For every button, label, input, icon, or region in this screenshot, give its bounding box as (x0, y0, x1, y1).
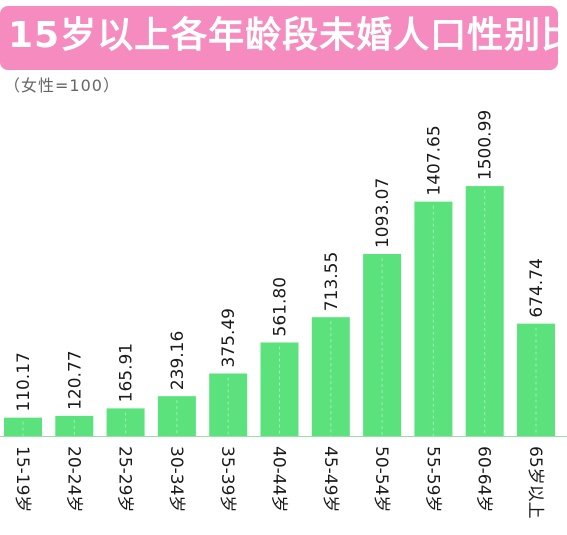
bar-15-19岁 (4, 417, 42, 436)
x-tick-label: 35-39岁 (217, 446, 237, 512)
x-tick-label: 20-24岁 (63, 446, 83, 512)
value-label: 1500.99 (476, 110, 496, 180)
value-label: 110.17 (14, 352, 34, 411)
value-label: 239.16 (168, 331, 188, 390)
value-label: 375.49 (219, 308, 239, 367)
value-label: 1407.65 (424, 125, 444, 195)
x-tick-label: 50-54岁 (371, 446, 391, 512)
x-tick-label: 60-64岁 (474, 446, 494, 512)
x-tick-label: 40-44岁 (269, 446, 289, 512)
x-tick-label: 15-19岁 (12, 446, 32, 512)
chart-title: 15岁以上各年龄段未婚人口性别比 (8, 15, 567, 56)
value-label: 1093.07 (373, 178, 393, 248)
x-tick-label: 25-29岁 (115, 446, 135, 512)
title-banner (0, 6, 558, 70)
x-tick-label: 55-59岁 (422, 446, 442, 512)
value-label: 165.91 (117, 343, 137, 402)
value-label: 674.74 (527, 258, 547, 317)
value-label: 120.77 (65, 350, 85, 409)
x-tick-label: 45-49岁 (320, 446, 340, 512)
x-tick-label: 65岁以上 (525, 446, 545, 519)
value-label: 561.80 (271, 277, 291, 336)
chart-subtitle: （女性=100） (4, 76, 120, 95)
value-label: 713.55 (322, 252, 342, 311)
x-tick-label: 30-34岁 (166, 446, 186, 512)
bar-55-59岁 (414, 201, 453, 436)
